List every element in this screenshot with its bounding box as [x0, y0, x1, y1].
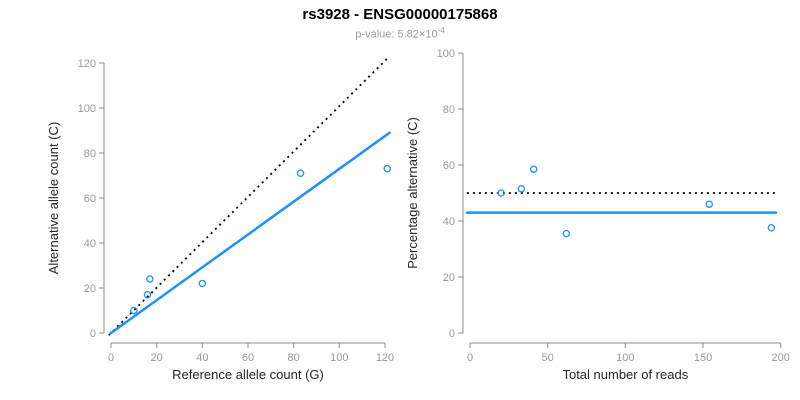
y-tick-label: 80: [84, 148, 96, 160]
y-tick-label: 120: [78, 58, 96, 70]
y-tick-label: 0: [449, 328, 455, 340]
x-axis-label: Reference allele count (G): [172, 367, 324, 382]
data-point: [767, 223, 776, 232]
y-axis-label: Percentage alternative (C): [405, 117, 420, 269]
y-tick-label: 80: [443, 104, 455, 116]
x-tick-label: 40: [196, 352, 208, 364]
regression-line: [109, 131, 391, 335]
y-tick-label: 20: [84, 283, 96, 295]
data-point: [517, 185, 526, 193]
data-point: [146, 275, 154, 283]
y-tick-label: 0: [90, 328, 96, 340]
y-tick-label: 40: [84, 238, 96, 250]
y-tick-label: 100: [437, 48, 455, 60]
x-tick-label: 100: [330, 352, 348, 364]
x-tick-label: 120: [376, 352, 394, 364]
data-point: [198, 279, 207, 288]
right-scatter-plot: 0 20 40 60 80 100 0 50 100 150 200 Total number of …: [405, 48, 790, 382]
x-tick-label: 20: [151, 352, 163, 364]
x-tick-label: 0: [108, 352, 114, 364]
data-point: [296, 169, 305, 177]
data-point: [143, 290, 152, 299]
subtitle-label: p-value:: [355, 28, 398, 41]
y-tick-label: 60: [443, 160, 455, 172]
plot-subtitle: p-value: 5.82×10-4: [0, 26, 800, 41]
y-tick-label: 60: [84, 193, 96, 205]
plot-title: rs3928 - ENSG00000175868: [302, 6, 498, 23]
data-point: [383, 164, 392, 173]
x-tick-label: 150: [694, 352, 712, 364]
x-tick-label: 0: [467, 352, 473, 364]
left-scatter-plot: 0 20 40 60 80 100 120 0 20 40 60 80 100 120 Reference …: [46, 55, 394, 382]
y-tick-label: 40: [443, 216, 455, 228]
x-tick-label: 80: [288, 352, 300, 364]
y-axis-label: Alternative allele count (C): [46, 122, 61, 274]
data-point: [562, 229, 571, 238]
x-axis-label: Total number of reads: [562, 367, 688, 382]
data-point: [497, 189, 505, 197]
x-tick-label: 100: [616, 352, 634, 364]
subtitle-exponent: -4: [437, 26, 445, 35]
y-tick-label: 100: [78, 103, 96, 115]
y-tick-label: 20: [443, 272, 455, 284]
data-point: [705, 200, 713, 208]
data-point: [130, 306, 138, 315]
x-tick-label: 50: [542, 352, 554, 364]
x-tick-label: 60: [242, 352, 254, 364]
x-tick-label: 200: [772, 352, 790, 364]
data-point: [529, 165, 538, 173]
subtitle-value: 5.82×10: [397, 28, 438, 41]
